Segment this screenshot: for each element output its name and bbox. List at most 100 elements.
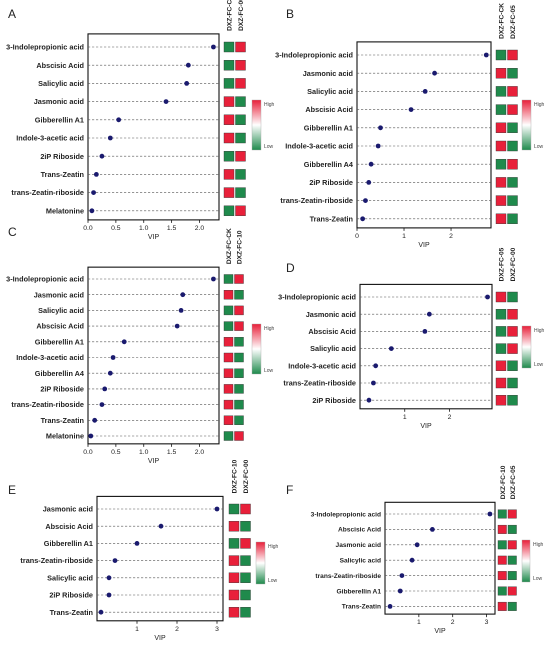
vip-point	[106, 575, 112, 581]
x-tick-label: 1.5	[167, 449, 177, 456]
heat-cell	[507, 49, 518, 61]
chart-panel-e: E Jasmonic acid Abscisic Acid Gibberellin A…	[8, 459, 279, 641]
vip-point	[92, 417, 98, 423]
feature-label: Trans-Zeatin	[342, 604, 381, 611]
vip-point	[89, 208, 95, 214]
feature-label: Jasmonic acid	[303, 69, 353, 78]
heat-cell	[507, 213, 518, 225]
heat-cell	[507, 291, 518, 303]
feature-label: Gibberellin A4	[304, 160, 354, 169]
vip-point	[211, 276, 216, 282]
heat-cell	[507, 540, 517, 550]
heat-cell	[495, 86, 507, 97]
heat-cell	[507, 195, 518, 206]
vip-point	[485, 294, 490, 300]
feature-label: Gibberellin A4	[35, 369, 85, 378]
vip-point	[134, 541, 140, 546]
heat-cell	[223, 274, 234, 284]
vip-point	[91, 190, 96, 196]
vip-point	[107, 370, 113, 376]
feature-label: Jasmonic acid	[306, 310, 356, 319]
x-axis-title: VIP	[154, 635, 166, 642]
vip-point	[414, 542, 420, 548]
heat-cell	[234, 274, 244, 284]
heat-cell	[234, 337, 244, 347]
x-tick-label: 1	[402, 233, 406, 240]
x-tick-label: 1	[135, 626, 139, 633]
vip-point	[375, 143, 381, 149]
feature-label: Gibberellin A1	[44, 539, 93, 548]
legend-high-label: High	[533, 542, 544, 548]
legend-low-label: Low	[264, 144, 274, 150]
x-tick-label: 0.5	[111, 449, 121, 456]
heat-cell	[223, 305, 234, 316]
vip-point	[432, 70, 437, 76]
heat-cell	[223, 321, 234, 331]
vip-point	[110, 355, 116, 360]
vip-point	[180, 292, 186, 298]
heat-cell	[235, 41, 246, 53]
heat-cell	[240, 555, 251, 566]
heat-cell	[223, 60, 235, 71]
x-axis-title: VIP	[148, 234, 160, 241]
plot-frame	[384, 501, 496, 615]
heat-cell	[223, 290, 234, 300]
feature-label: Salicylic acid	[38, 79, 84, 88]
vip-point	[163, 99, 169, 104]
feature-label: Jasmonic acid	[336, 542, 381, 549]
feature-label: Salicylic acid	[340, 558, 381, 565]
vip-point	[399, 573, 405, 578]
vip-point	[121, 339, 127, 345]
feature-label: trans-Zeatin-riboside	[315, 573, 381, 580]
feature-label: Salicylic acid	[38, 306, 84, 315]
heat-cell	[223, 337, 234, 347]
heat-cell	[507, 377, 518, 389]
heat-cell	[497, 540, 507, 550]
heat-cell	[223, 169, 235, 180]
heat-cell	[507, 360, 518, 371]
feature-label: 3-Indolepropionic acid	[278, 293, 356, 302]
vip-point	[373, 363, 379, 369]
vip-point	[378, 125, 383, 131]
heat-cell	[234, 305, 244, 316]
heat-cell	[223, 368, 234, 378]
feature-label: Melatonine	[46, 206, 84, 215]
x-tick-label: 0	[355, 233, 359, 240]
heat-cell	[235, 114, 246, 126]
heat-cell	[495, 326, 507, 337]
x-tick-label: 3	[215, 626, 219, 633]
heat-cell	[507, 586, 517, 596]
heat-cell	[497, 524, 507, 534]
column-label: DXZ-FC-10	[500, 465, 507, 499]
column-label: DXZ-FC-10	[232, 459, 239, 493]
panel-letter: B	[286, 7, 294, 21]
heat-cell	[507, 326, 518, 337]
feature-label: Abscisic Acid	[36, 61, 84, 70]
heat-cell	[228, 521, 240, 532]
x-axis-title: VIP	[420, 423, 432, 430]
vip-point	[429, 527, 435, 532]
legend-low-label: Low	[533, 576, 543, 582]
feature-label: Salicylic acid	[47, 573, 93, 582]
legend-low-label: Low	[268, 578, 278, 584]
feature-label: 2iP Riboside	[40, 384, 84, 393]
heat-cell	[507, 509, 517, 519]
vip-point	[422, 89, 428, 94]
heat-cell	[235, 150, 246, 162]
vip-point	[99, 153, 105, 159]
vip-point	[483, 52, 489, 58]
x-tick-label: 2	[449, 233, 453, 240]
plot-frame	[96, 495, 224, 622]
heat-cell	[223, 352, 234, 363]
heat-cell	[507, 571, 517, 581]
column-label: DXZ-FC-05	[510, 5, 517, 39]
heat-cell	[507, 309, 518, 320]
heat-cell	[234, 431, 244, 441]
vip-point	[158, 523, 164, 529]
heat-cell	[235, 96, 246, 107]
vip-point	[366, 180, 372, 185]
feature-label: Jasmonic acid	[43, 505, 93, 514]
vip-point	[116, 117, 122, 123]
feature-label: trans-Zeatin-riboside	[20, 556, 93, 565]
vip-point	[360, 216, 366, 222]
